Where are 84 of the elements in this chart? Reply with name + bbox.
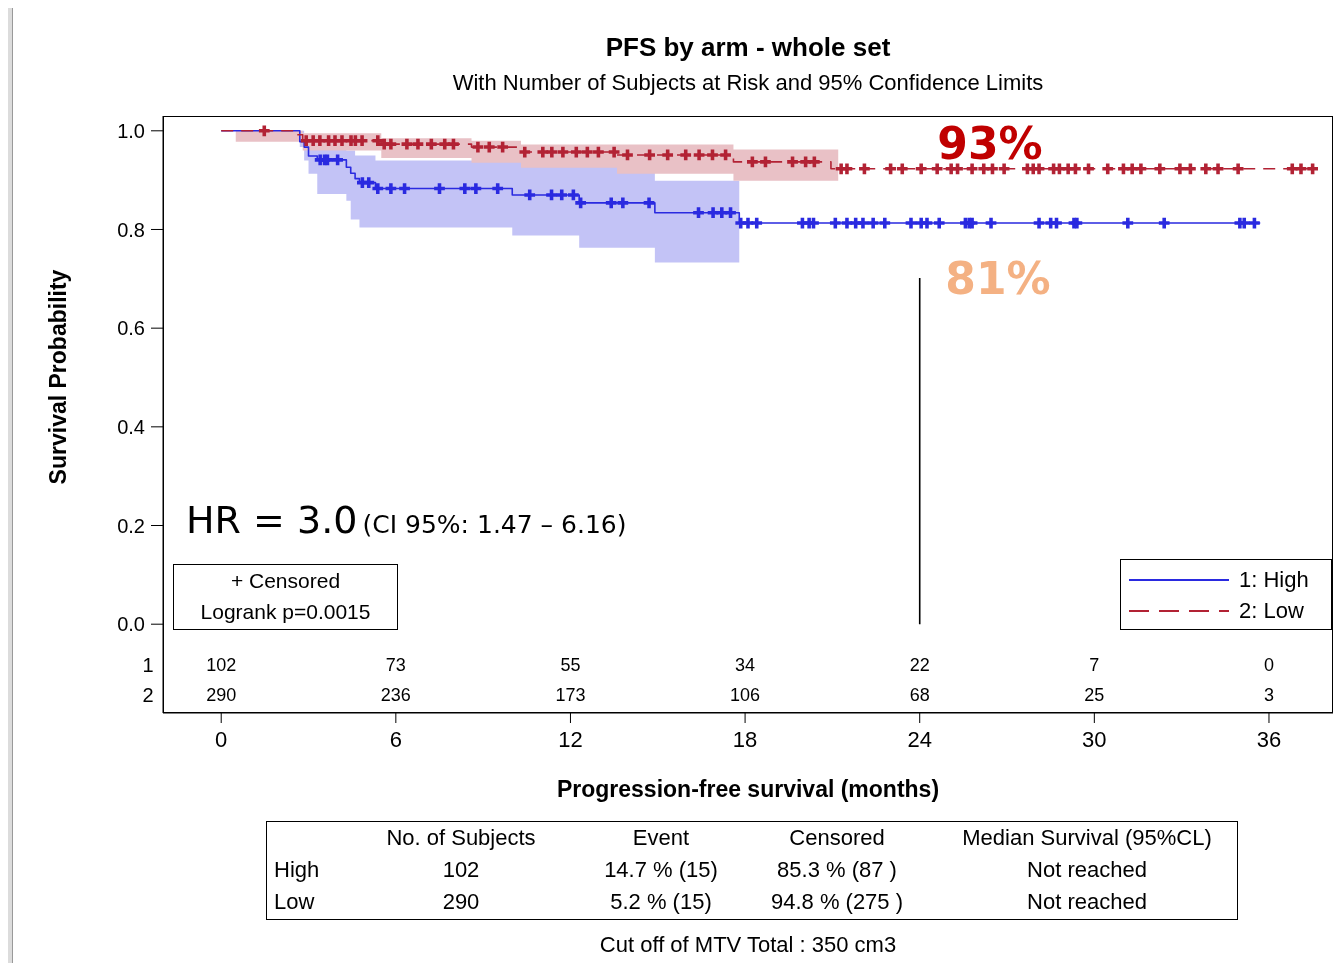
text: Event [632, 825, 690, 850]
point [1122, 217, 1134, 229]
annotation: 0 [1263, 654, 1274, 676]
text: Not reached [1026, 889, 1148, 915]
point [617, 197, 629, 209]
annotation: + Censored [229, 568, 342, 594]
point [470, 183, 482, 194]
text: Not reached [1026, 857, 1148, 883]
annotation: 68 [909, 684, 930, 706]
y-tick-label: 0.6 [117, 317, 145, 340]
annotation: 22 [909, 654, 930, 676]
text: 14.7 % (15) [604, 857, 718, 882]
chart-subtitle: With Number of Subjects at Risk and 95% Confidence Limits [451, 70, 1045, 96]
point [556, 189, 568, 201]
point [332, 154, 343, 166]
annotation: 102 [206, 654, 237, 676]
annotation: 7 [1089, 654, 1100, 676]
point [385, 183, 397, 194]
annotation: Logrank p=0.0015 [199, 599, 372, 625]
text: Median Survival (95%CL) [961, 825, 1213, 851]
note-box: + Censored Logrank p=0.0015 [173, 564, 398, 630]
text: Low [274, 889, 315, 915]
text: 5.2 % (15) [610, 889, 712, 914]
text: Censored [789, 825, 885, 850]
annotation: 73 [385, 654, 406, 676]
point [1033, 217, 1045, 229]
x-axis-title: Progression-free survival (months) [555, 776, 941, 803]
point [546, 189, 557, 201]
annotation: 236 [380, 684, 411, 706]
point [867, 217, 879, 229]
text: 102 [442, 857, 480, 882]
point [1051, 217, 1062, 229]
annotation: 173 [555, 684, 586, 706]
point [933, 217, 945, 229]
legend-label: 1: High [1239, 566, 1309, 593]
point [643, 197, 655, 209]
chart-title: PFS by arm - whole set [604, 32, 892, 63]
text: 2 [142, 683, 154, 707]
text: 85.3 % (87 ) [777, 857, 897, 882]
x-tick-label: 24 [907, 726, 932, 752]
annotation: 55 [560, 654, 581, 676]
point [372, 183, 384, 194]
point [459, 183, 471, 194]
annotation: 81% [945, 252, 1051, 304]
y-tick-label: 0.4 [117, 415, 145, 438]
point [1158, 217, 1170, 229]
annotation: HR = 3.0 [186, 498, 358, 542]
annotation: 290 [206, 684, 237, 706]
y-axis-title: Survival Probability [44, 270, 72, 485]
annotation: (CI 95%: 1.47 – 6.16) [362, 510, 627, 539]
text: 1 [142, 653, 154, 677]
annotation: 93% [937, 117, 1043, 169]
x-tick-label: 6 [389, 726, 402, 752]
x-tick-label: 36 [1256, 726, 1282, 752]
y-tick-label: 0.0 [117, 613, 145, 636]
point [605, 197, 617, 209]
x-tick-label: 18 [732, 726, 758, 752]
annotation: 106 [730, 684, 761, 706]
annotation: 25 [1084, 684, 1105, 706]
point [985, 217, 997, 229]
y-tick-label: 0.8 [117, 218, 145, 241]
text: Cut off of MTV Total : 350 cm3 [598, 932, 898, 958]
point [575, 197, 587, 209]
x-tick-label: 30 [1082, 726, 1107, 752]
y-tick-label: 1.0 [117, 119, 145, 142]
text: 290 [442, 889, 480, 914]
text: High [274, 857, 320, 883]
point [524, 189, 536, 201]
y-tick-label: 0.2 [117, 514, 145, 537]
point [905, 217, 917, 229]
x-tick-label: 0 [215, 726, 228, 752]
text: 94.8 % (275 ) [770, 889, 904, 914]
annotation: 34 [735, 654, 756, 676]
point [363, 177, 375, 188]
x-tick-label: 12 [558, 726, 583, 752]
text: No. of Subjects [385, 825, 537, 851]
annotation: 3 [1263, 684, 1274, 706]
point [568, 189, 579, 201]
point [751, 217, 763, 229]
point [879, 217, 891, 229]
point [857, 217, 869, 229]
point [829, 217, 841, 229]
legend-label: 2: Low [1239, 597, 1304, 624]
point [1249, 217, 1260, 229]
